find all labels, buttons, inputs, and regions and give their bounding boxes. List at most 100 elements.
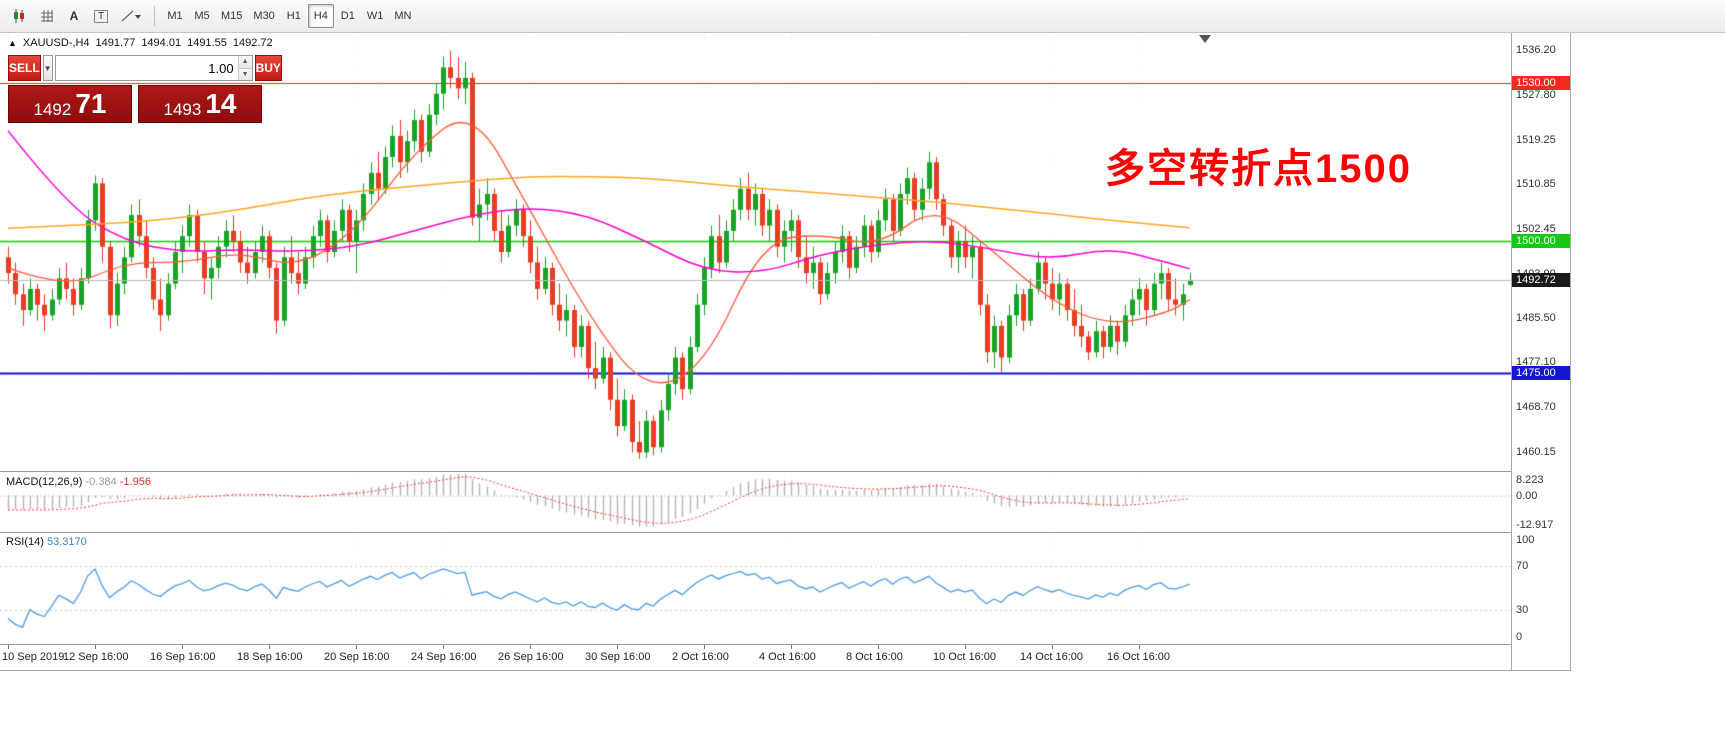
timeframe-w1[interactable]: W1	[366, 10, 384, 22]
timeframe-m30[interactable]: M30	[253, 10, 275, 22]
time-label: 2 Oct 16:00	[672, 651, 729, 663]
time-label: 16 Oct 16:00	[1107, 651, 1170, 663]
price-scale-separator	[1511, 33, 1512, 670]
chart-window: ▲ XAUUSD-,H4 1491.77 1494.01 1491.55 149…	[0, 33, 1571, 671]
rsi-label: RSI(14) 53.3170	[6, 536, 87, 548]
macd-tick: -12.917	[1516, 519, 1554, 531]
level-badge: 1530.00	[1512, 76, 1570, 91]
annotation-text: 多空转折点1500	[1105, 147, 1412, 191]
volume-dropdown[interactable]: ▼	[42, 55, 53, 81]
toolbar-separator	[154, 6, 155, 26]
price-tick: 1519.25	[1516, 133, 1556, 146]
chart-shift-marker[interactable]	[1199, 35, 1211, 43]
time-tick	[791, 645, 792, 649]
time-tick	[356, 645, 357, 649]
volume-input[interactable]	[55, 56, 238, 80]
time-label: 8 Oct 16:00	[846, 651, 903, 663]
timeframe-h4[interactable]: H4	[307, 4, 334, 28]
time-label: 26 Sep 16:00	[498, 651, 564, 663]
candlestick-tool-icon[interactable]	[5, 4, 33, 28]
buy-button[interactable]: BUY	[254, 55, 282, 81]
timeframe-group: M1 M5 M15 M30 H1 H4 D1 W1 MN	[162, 4, 416, 28]
price-tick: 1485.50	[1516, 311, 1556, 324]
volume-spinner: ▲ ▼	[237, 56, 252, 80]
time-tick	[878, 645, 879, 649]
panel-separator[interactable]	[0, 532, 1570, 533]
sell-price-pips: 71	[75, 88, 107, 119]
time-axis[interactable]: 10 Sep 2019 12 Sep 16:00 16 Sep 16:00 18 Se…	[0, 645, 1511, 669]
rsi-tick: 0	[1516, 631, 1523, 643]
macd-value: -0.384	[85, 476, 117, 488]
timeframe-m5[interactable]: M5	[194, 10, 210, 22]
high-value: 1494.01	[141, 37, 182, 49]
time-tick	[965, 645, 966, 649]
time-label: 18 Sep 16:00	[237, 651, 303, 663]
time-label: 10 Oct 16:00	[933, 651, 996, 663]
time-tick	[1139, 645, 1140, 649]
text-label-icon[interactable]: A	[69, 9, 79, 23]
volume-spin-up-icon[interactable]: ▲	[238, 56, 252, 69]
time-label: 24 Sep 16:00	[411, 651, 477, 663]
time-tick	[530, 645, 531, 649]
level-badge: 1475.00	[1512, 366, 1570, 381]
one-click-trading-panel: SELL ▼ ▲ ▼ BUY 1492 71 1493 14	[8, 55, 282, 123]
sell-button[interactable]: SELL	[8, 55, 41, 81]
time-label: 20 Sep 16:00	[324, 651, 390, 663]
price-tick: 1468.70	[1516, 400, 1556, 413]
volume-spin-down-icon[interactable]: ▼	[238, 68, 252, 80]
rsi-tick: 30	[1516, 604, 1529, 616]
time-tick	[443, 645, 444, 649]
sell-price[interactable]: 1492 71	[8, 85, 132, 123]
time-label: 30 Sep 16:00	[585, 651, 651, 663]
time-tick	[617, 645, 618, 649]
one-click-toggle-icon[interactable]: ▲	[8, 38, 17, 48]
grid-icon[interactable]	[34, 4, 60, 28]
symbol-label: XAUUSD-,H4	[22, 37, 90, 49]
time-label: 12 Sep 16:00	[63, 651, 129, 663]
price-tick: 1477.10	[1516, 356, 1556, 369]
price-tick: 1536.20	[1516, 44, 1556, 57]
price-tick: 1502.45	[1516, 222, 1556, 235]
rsi-indicator-canvas[interactable]	[0, 533, 1511, 643]
time-tick	[8, 645, 9, 649]
level-badge: 1500.00	[1512, 234, 1570, 249]
current-price-badge: 1492.72	[1512, 272, 1570, 287]
timeframe-d1[interactable]: D1	[340, 10, 355, 22]
macd-tick: 8.223	[1516, 474, 1544, 486]
time-label: 4 Oct 16:00	[759, 651, 816, 663]
time-tick	[269, 645, 270, 649]
rsi-value: 53.3170	[46, 536, 87, 548]
line-studies-icon[interactable]	[115, 4, 147, 28]
timeframe-m15[interactable]: M15	[221, 10, 243, 22]
time-label: 10 Sep 2019	[2, 651, 65, 663]
buy-price-pips: 14	[205, 88, 237, 119]
time-tick	[1052, 645, 1053, 649]
macd-label: MACD(12,26,9) -0.384 -1.956	[6, 476, 151, 488]
time-tick	[95, 645, 96, 649]
rsi-tick: 100	[1516, 534, 1535, 546]
panel-separator[interactable]	[0, 471, 1570, 472]
text-box-icon[interactable]: T	[88, 4, 114, 28]
macd-indicator-canvas[interactable]	[0, 473, 1511, 531]
time-tick	[704, 645, 705, 649]
time-label: 14 Oct 16:00	[1020, 651, 1083, 663]
volume-field-wrap: ▲ ▼	[54, 55, 253, 81]
ohlc-readout: ▲ XAUUSD-,H4 1491.77 1494.01 1491.55 149…	[8, 37, 273, 49]
macd-signal-value: -1.956	[119, 476, 151, 488]
price-tick: 1527.80	[1516, 88, 1556, 101]
price-tick: 1460.15	[1516, 445, 1556, 458]
timeframe-mn[interactable]: MN	[394, 10, 412, 22]
time-label: 16 Sep 16:00	[150, 651, 216, 663]
buy-price[interactable]: 1493 14	[138, 85, 262, 123]
rsi-tick: 70	[1516, 560, 1529, 572]
price-scale[interactable]: 1536.201527.801519.251510.851502.451493.…	[1512, 33, 1570, 670]
sell-price-main: 1492	[33, 100, 72, 119]
price-tick: 1510.85	[1516, 178, 1556, 191]
low-value: 1491.55	[187, 37, 227, 49]
macd-tick: 0.00	[1516, 489, 1538, 502]
timeframe-m1[interactable]: M1	[167, 10, 183, 22]
close-value: 1492.72	[232, 37, 273, 49]
timeframe-h1[interactable]: H1	[286, 10, 301, 22]
panel-separator	[0, 644, 1570, 645]
